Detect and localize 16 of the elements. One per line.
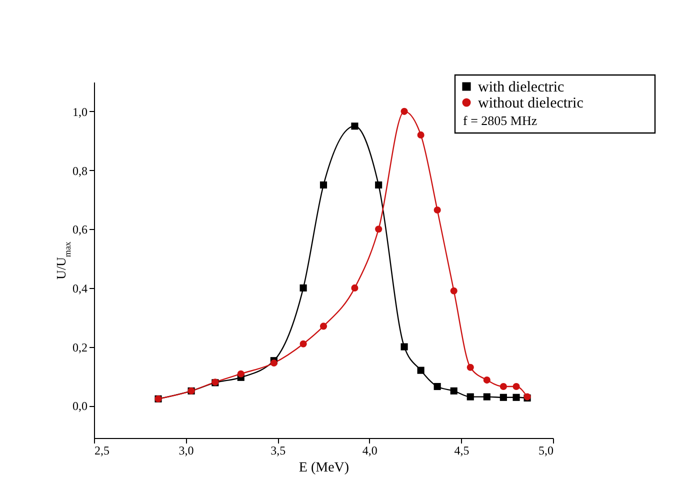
y-tick-label: 0,6 <box>72 222 88 237</box>
y-tick-label: 1,0 <box>72 104 88 119</box>
x-tick-label: 3,0 <box>178 444 194 458</box>
y-tick-label: 0,8 <box>72 164 88 178</box>
legend-label: with dielectric <box>478 80 565 96</box>
annotation: f = 2805 MHz <box>463 113 538 128</box>
x-tick-label: 5,0 <box>538 444 554 458</box>
legend-label: without dielectric <box>478 96 584 112</box>
y-tick-label: 0,4 <box>72 281 88 296</box>
y-tick-label: 0,2 <box>72 340 88 354</box>
x-tick-label: 3,5 <box>270 444 286 458</box>
x-tick-label: 4,0 <box>362 444 378 458</box>
y-tick-label: 0,0 <box>72 399 88 414</box>
x-axis-title: E (MeV) <box>298 460 350 476</box>
x-tick-label: 4,5 <box>454 444 470 458</box>
x-tick-label: 2,5 <box>94 444 110 458</box>
